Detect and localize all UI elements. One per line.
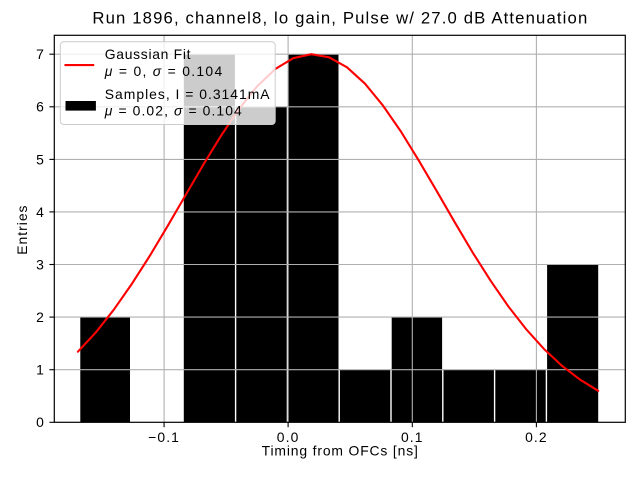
svg-text:Run 1896, channel8, lo gain, P: Run 1896, channel8, lo gain, Pulse w/ 27…: [92, 9, 588, 28]
svg-text:μ = 0, σ = 0.104: μ = 0, σ = 0.104: [104, 63, 224, 79]
svg-text:0.1: 0.1: [401, 429, 424, 445]
svg-text:μ = 0.02, σ = 0.104: μ = 0.02, σ = 0.104: [104, 103, 243, 119]
svg-text:6: 6: [36, 99, 45, 115]
svg-text:4: 4: [36, 204, 45, 220]
svg-text:7: 7: [36, 46, 45, 62]
svg-text:Samples, I = 0.3141mA: Samples, I = 0.3141mA: [105, 86, 271, 102]
svg-text:3: 3: [36, 256, 45, 272]
svg-text:0.2: 0.2: [525, 429, 548, 445]
svg-text:2: 2: [36, 309, 45, 325]
svg-text:5: 5: [36, 151, 45, 167]
svg-text:Gaussian Fit: Gaussian Fit: [105, 46, 191, 62]
svg-text:Timing from OFCs [ns]: Timing from OFCs [ns]: [262, 443, 419, 459]
svg-text:Entries: Entries: [14, 204, 30, 254]
svg-text:0: 0: [36, 414, 45, 430]
svg-text:1: 1: [36, 362, 45, 378]
svg-text:−0.1: −0.1: [148, 429, 180, 445]
svg-text:0.0: 0.0: [277, 429, 300, 445]
